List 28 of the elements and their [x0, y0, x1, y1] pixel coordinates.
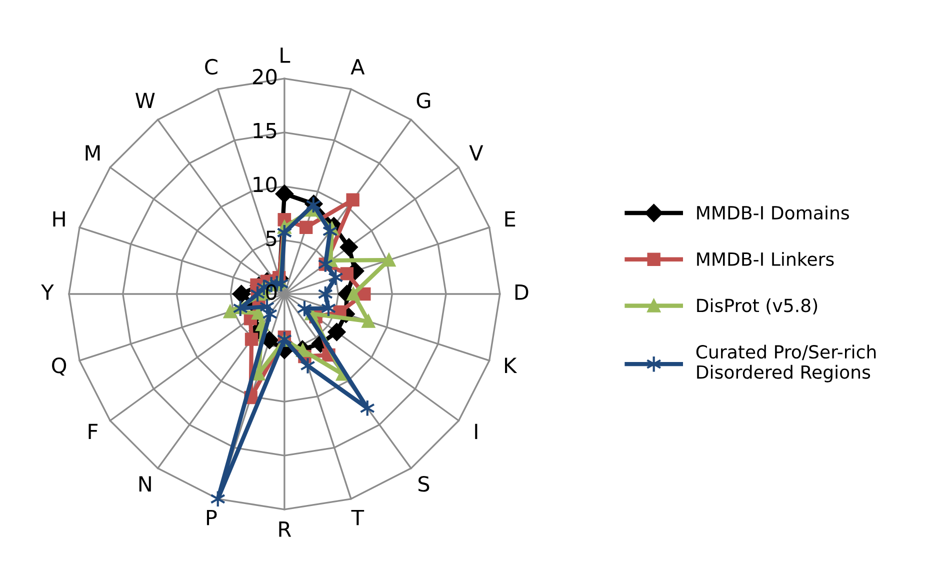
spoke-label: S — [418, 476, 430, 492]
spoke-label: A — [350, 59, 365, 74]
spoke-label: M — [86, 145, 100, 160]
spoke-label: Y — [41, 284, 54, 300]
spoke-label: D — [515, 284, 528, 300]
spoke-label: W — [136, 92, 155, 108]
legend-label: Curated Pro/Ser-rich Disordered Regions — [696, 344, 876, 382]
spoke-label: K — [505, 358, 518, 373]
y-tick-label: 15 — [254, 122, 276, 138]
spoke-label: I — [475, 424, 478, 440]
spoke-label: H — [53, 211, 65, 227]
y-tick-label: 10 — [254, 176, 277, 192]
spoke-label: P — [206, 510, 217, 526]
spoke-label: R — [279, 522, 292, 537]
y-tick-label: 5 — [266, 230, 276, 246]
spoke-label: V — [469, 145, 484, 160]
spoke-label: Q — [52, 358, 66, 376]
spoke-label: N — [139, 476, 151, 492]
spoke-label: E — [505, 211, 516, 227]
legend-label: MMDB-I Domains — [697, 206, 849, 220]
legend-label: MMDB-I Linkers — [697, 252, 834, 266]
legend-label: DisProt (v5.8) — [697, 298, 818, 314]
spoke-label: C — [205, 58, 218, 75]
spoke-label: T — [351, 510, 364, 526]
y-tick-label: 20 — [252, 68, 277, 85]
spoke-label: L — [280, 48, 290, 63]
spoke-label: F — [88, 424, 98, 440]
spoke-label: G — [416, 92, 430, 108]
